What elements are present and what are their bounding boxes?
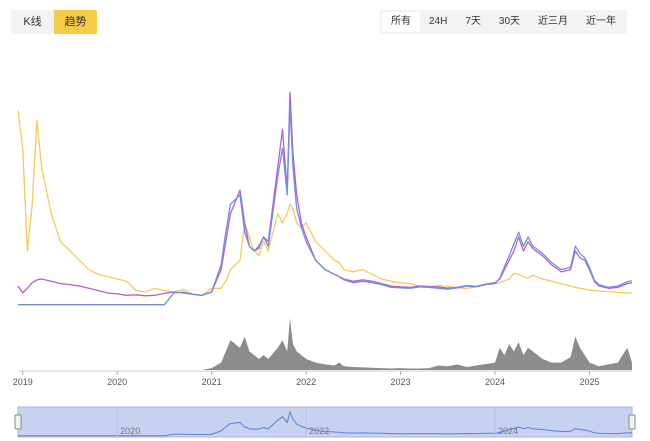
tab-trend[interactable]: 趋势 (54, 10, 97, 34)
range-24h[interactable]: 24H (429, 16, 448, 27)
x-axis-ticks: 2019 2020 2021 2022 2023 2024 2025 (13, 371, 600, 387)
series-line-0 (17, 110, 632, 296)
range-3m[interactable]: 近三月 (538, 16, 569, 27)
series-lines (17, 91, 633, 306)
volume-area (18, 318, 632, 370)
tab-kline[interactable]: K线 (11, 10, 54, 34)
navigator-label: 2024 (498, 426, 518, 436)
x-tick-label: 2022 (296, 377, 316, 387)
x-tick-label: 2024 (485, 377, 505, 387)
range-all[interactable]: 所有 (382, 12, 420, 32)
range-30d[interactable]: 30天 (498, 16, 521, 27)
navigator-right-handle[interactable] (628, 414, 636, 430)
navigator-series: 2020 2022 2024 (18, 407, 633, 437)
range-tabs: 所有 24H 7天 30天 近三月 近一年 (380, 10, 628, 34)
x-tick-label: 2020 (107, 377, 127, 387)
x-tick-label: 2025 (579, 377, 599, 387)
range-7d[interactable]: 7天 (465, 16, 481, 27)
x-tick-label: 2021 (202, 377, 222, 387)
navigator-line (18, 410, 633, 437)
navigator[interactable]: 2020 2022 2024 (14, 406, 636, 438)
volume-area-path (18, 318, 632, 370)
navigator-label: 2020 (120, 426, 140, 436)
range-1y[interactable]: 近一年 (586, 16, 617, 27)
chart-mode-tabs: K线 趋势 (11, 10, 97, 34)
series-line-1 (17, 91, 633, 297)
navigator-label: 2022 (309, 426, 329, 436)
navigator-left-handle[interactable] (14, 414, 22, 430)
x-tick-label: 2019 (13, 377, 33, 387)
x-tick-label: 2023 (391, 377, 411, 387)
series-line-2 (18, 105, 633, 306)
